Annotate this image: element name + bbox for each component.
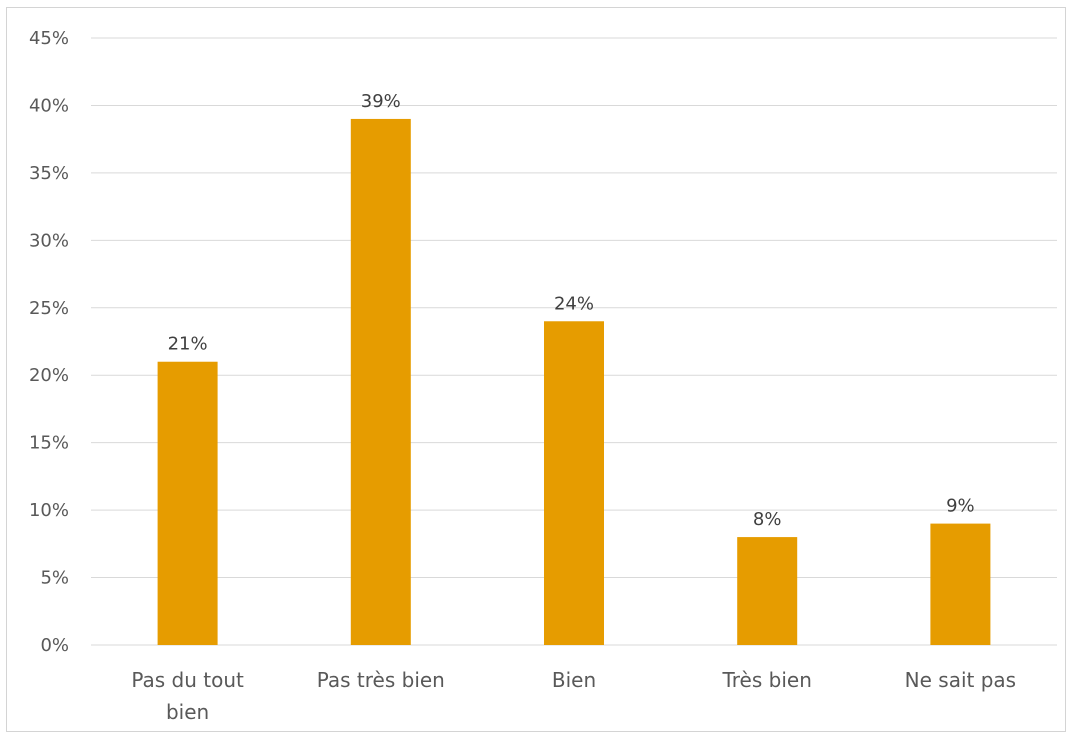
y-tick-label: 20% [29, 365, 69, 386]
data-labels: 21% 39% 24% 8% 9% [168, 91, 975, 530]
x-tick-label: Bien [552, 668, 596, 692]
y-tick-label: 15% [29, 433, 69, 454]
x-tick-label: Ne sait pas [905, 668, 1016, 692]
y-axis-ticks: 0% 5% 10% 15% 20% 25% 30% 35% 40% 45% [29, 28, 69, 656]
y-tick-label: 25% [29, 298, 69, 319]
bar [157, 361, 218, 645]
data-label: 21% [168, 334, 208, 355]
data-label: 24% [554, 293, 594, 314]
bars [157, 118, 991, 645]
bar [350, 118, 411, 645]
y-tick-label: 30% [29, 230, 69, 251]
data-label: 8% [753, 509, 782, 530]
bar-chart: 0% 5% 10% 15% 20% 25% 30% 35% 40% 45% 21% 39% 24% 8%… [29, 28, 1057, 724]
x-tick-label: Très bien [722, 668, 812, 692]
x-axis-categories: Pas du tout bien Pas très bien Bien Très bie… [131, 668, 1016, 724]
y-tick-label: 45% [29, 28, 69, 49]
bar [930, 523, 991, 645]
y-tick-label: 5% [40, 568, 69, 589]
bar [544, 321, 604, 645]
bar [737, 537, 798, 645]
data-label: 9% [946, 496, 975, 517]
data-label: 39% [361, 91, 401, 112]
y-tick-label: 35% [29, 163, 69, 184]
x-tick-label: Pas très bien [317, 668, 445, 692]
y-tick-label: 40% [29, 95, 69, 116]
chart-frame: 0% 5% 10% 15% 20% 25% 30% 35% 40% 45% 21% 39% 24% 8%… [6, 7, 1066, 732]
x-tick-label: Pas du tout bien [131, 668, 244, 724]
y-tick-label: 0% [40, 635, 69, 656]
y-tick-label: 10% [29, 500, 69, 521]
